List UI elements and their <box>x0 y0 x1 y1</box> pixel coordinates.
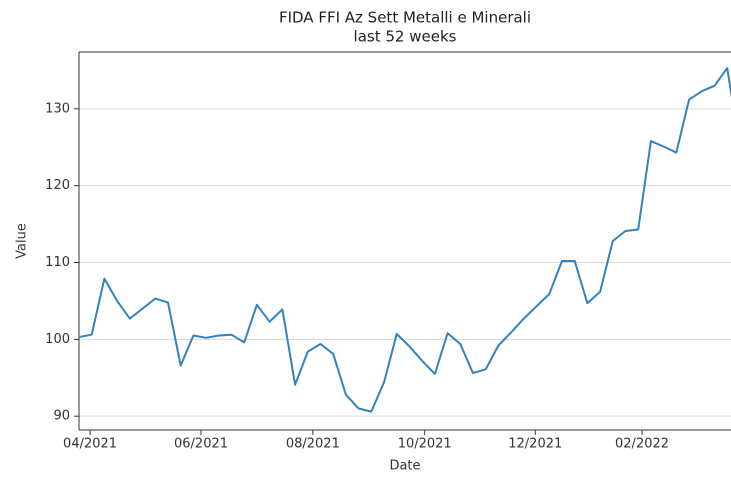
plot-area <box>79 67 731 413</box>
y-tick-label: 100 <box>45 332 70 347</box>
y-axis-label: Value <box>15 223 30 259</box>
y-tick-label: 90 <box>53 409 70 424</box>
x-tick-label: 06/2021 <box>174 437 228 452</box>
x-tick-label: 02/2022 <box>615 437 669 452</box>
x-axis-label: Date <box>389 459 420 474</box>
chart-title: FIDA FFI Az Sett Metalli e Minerali <box>279 9 531 27</box>
x-tick-label: 04/2021 <box>63 437 117 452</box>
x-tick-label: 10/2021 <box>398 437 452 452</box>
chart-subtitle: last 52 weeks <box>354 28 457 46</box>
x-tick-label: 12/2021 <box>508 437 562 452</box>
y-tick-label: 120 <box>45 178 70 193</box>
x-tick-label: 08/2021 <box>286 437 340 452</box>
y-tick-label: 110 <box>45 255 70 270</box>
y-tick-label: 130 <box>45 101 70 116</box>
data-line <box>79 67 731 413</box>
